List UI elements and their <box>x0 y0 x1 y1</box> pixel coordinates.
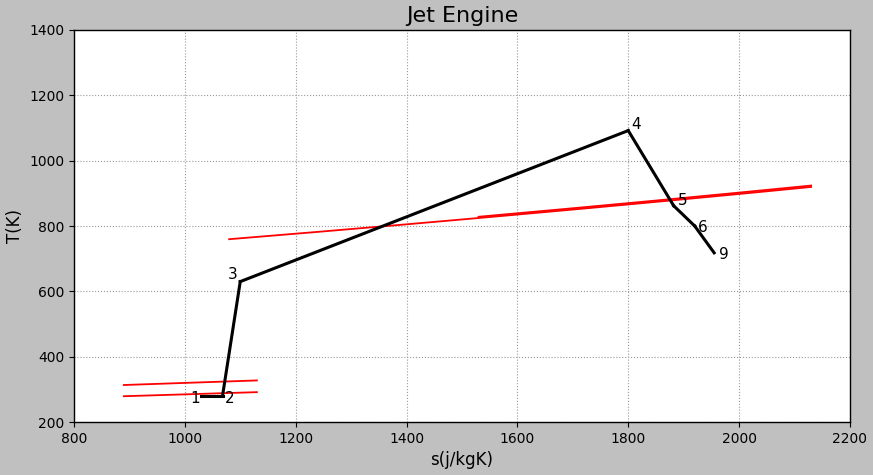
Text: 9: 9 <box>718 247 728 262</box>
Y-axis label: T(K): T(K) <box>5 209 24 243</box>
X-axis label: s(j/kgK): s(j/kgK) <box>430 451 493 469</box>
Text: 6: 6 <box>698 220 707 235</box>
Title: Jet Engine: Jet Engine <box>406 6 518 26</box>
Text: 5: 5 <box>678 193 688 208</box>
Text: 1: 1 <box>190 391 200 406</box>
Text: 2: 2 <box>225 391 235 406</box>
Text: 3: 3 <box>228 267 237 282</box>
Text: 4: 4 <box>631 116 641 132</box>
